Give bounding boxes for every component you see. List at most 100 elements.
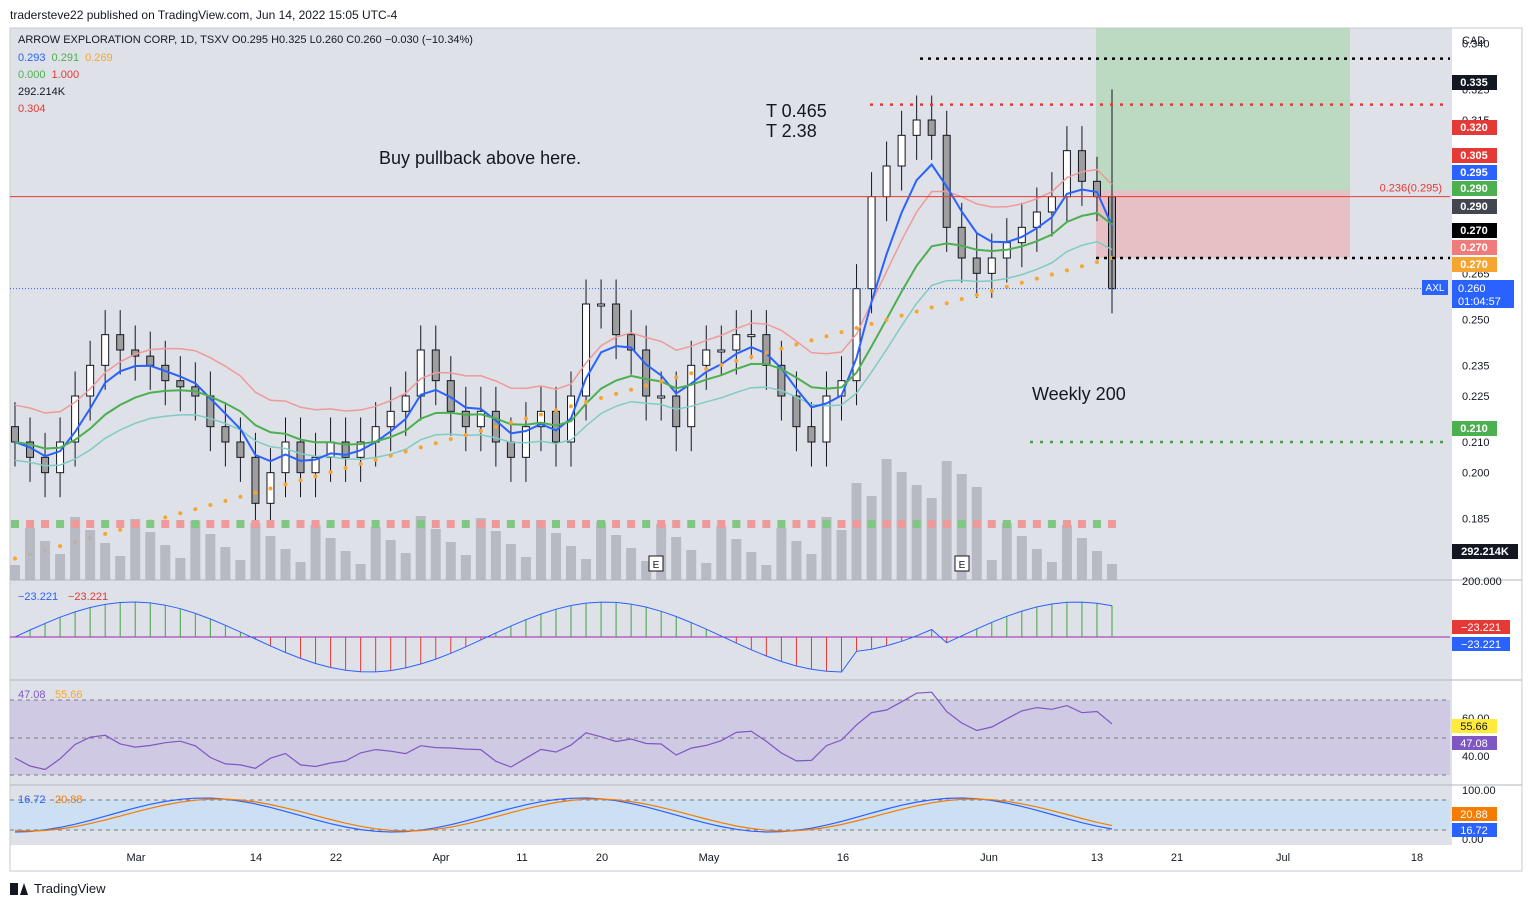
signal-square: [942, 520, 951, 528]
candle-body: [401, 395, 410, 412]
stoch-tick-100: 100.00: [1462, 785, 1496, 797]
volume-bar: [581, 559, 592, 580]
position-loss-zone: [1096, 190, 1350, 258]
signal-square: [972, 520, 981, 528]
candle-body: [687, 364, 696, 428]
sar-dot: [704, 367, 709, 372]
candle-body: [582, 303, 591, 397]
sar-dot: [914, 309, 919, 314]
sar-dot: [1034, 276, 1039, 281]
candle-body: [1032, 211, 1041, 228]
candle-body: [972, 257, 981, 274]
candle-body: [597, 303, 606, 307]
sar-dot: [929, 305, 934, 310]
symbol-tag: [1422, 280, 1448, 295]
signal-square: [56, 520, 65, 528]
sar-dot: [719, 363, 724, 368]
signal-square: [506, 520, 515, 528]
signal-square: [251, 520, 260, 528]
volume-bar: [656, 524, 667, 580]
price-tag: [1452, 75, 1497, 90]
volume-bar: [175, 558, 186, 580]
stoch-d-line: [14, 798, 1113, 832]
signal-square: [567, 520, 576, 528]
sar-dot: [1079, 264, 1084, 269]
sar-dot: [749, 354, 754, 359]
signal-square: [536, 520, 545, 528]
sar-dot: [779, 346, 784, 351]
signal-square: [1062, 520, 1071, 528]
signal-square: [131, 520, 140, 528]
price-tag: [1452, 223, 1497, 238]
sar-dot: [974, 293, 979, 298]
rsi-tag-b-label: 47.08: [1460, 738, 1488, 750]
signal-square: [281, 520, 290, 528]
time-tick-label: Apr: [432, 852, 449, 864]
signal-square: [356, 520, 365, 528]
price-tag: [1452, 181, 1497, 196]
volume-bar: [535, 520, 546, 580]
signal-square: [687, 520, 696, 528]
price-tag: [1452, 240, 1497, 255]
candle-body: [551, 410, 560, 443]
volume-bar: [55, 554, 66, 580]
signal-square: [326, 520, 335, 528]
candle-body: [386, 410, 395, 428]
signal-square: [912, 520, 921, 528]
volume-bar: [1076, 538, 1087, 580]
volume-bar: [265, 536, 276, 580]
stoch-band: [10, 800, 1450, 830]
indicator-legend: 0.000 1.000: [18, 69, 85, 81]
candle-body: [176, 380, 185, 388]
volume-bar: [505, 544, 516, 580]
candle-body: [161, 364, 170, 382]
price-tag-label: 0.295: [1460, 167, 1488, 179]
sar-dot: [989, 288, 994, 293]
earnings-marker: [648, 555, 664, 572]
volume-bar: [626, 548, 637, 580]
signal-square: [551, 520, 560, 528]
signal-square: [401, 520, 410, 528]
stoch-tag-b: [1452, 823, 1497, 837]
signal-square: [491, 520, 500, 528]
signal-square: [11, 520, 19, 528]
price-tag: [1452, 421, 1497, 436]
sar-dot: [118, 527, 123, 532]
momentum-tag-b: [1452, 637, 1510, 651]
sar-dot: [944, 301, 949, 306]
sar-dot: [599, 395, 604, 400]
signal-square: [416, 520, 425, 528]
candle-body: [1077, 150, 1086, 182]
volume-bar: [370, 527, 381, 580]
signal-square: [86, 520, 95, 528]
time-tick-label: 18: [1411, 852, 1423, 864]
signal-square: [1017, 520, 1026, 528]
volume-bar: [115, 556, 126, 580]
signal-square: [642, 520, 651, 528]
volume-bar: [400, 553, 411, 580]
tradingview-chart[interactable]: Mar 14 22 Apr 11 20 May 16 Jun 13 21 Jul 18 0.340 0.32…: [0, 0, 1532, 875]
sar-dot: [1094, 260, 1099, 265]
volume-tag-label: 292.214K: [1461, 546, 1509, 558]
volume-bar: [641, 561, 652, 580]
volume-bar: [866, 496, 877, 580]
symbol-tag-label: AXL: [1426, 283, 1445, 294]
sar-dot: [223, 498, 228, 503]
rsi-line: [14, 691, 1113, 771]
price-tag-label: 0.320: [1460, 122, 1488, 134]
candle-body: [747, 334, 756, 338]
signal-square: [461, 520, 470, 528]
volume-bar: [40, 541, 51, 580]
signal-square: [521, 520, 530, 528]
sar-dot: [163, 515, 168, 520]
volume-bar: [1016, 536, 1027, 580]
ema-mid-line: [14, 211, 1113, 450]
volume-bar: [1107, 564, 1117, 580]
signal-square: [26, 520, 35, 528]
sar-dot: [523, 416, 528, 421]
sar-dot: [358, 461, 363, 466]
candle-body: [281, 441, 290, 474]
volume-bar: [85, 530, 96, 580]
volume-bar: [430, 529, 441, 580]
candle-body: [987, 257, 996, 274]
